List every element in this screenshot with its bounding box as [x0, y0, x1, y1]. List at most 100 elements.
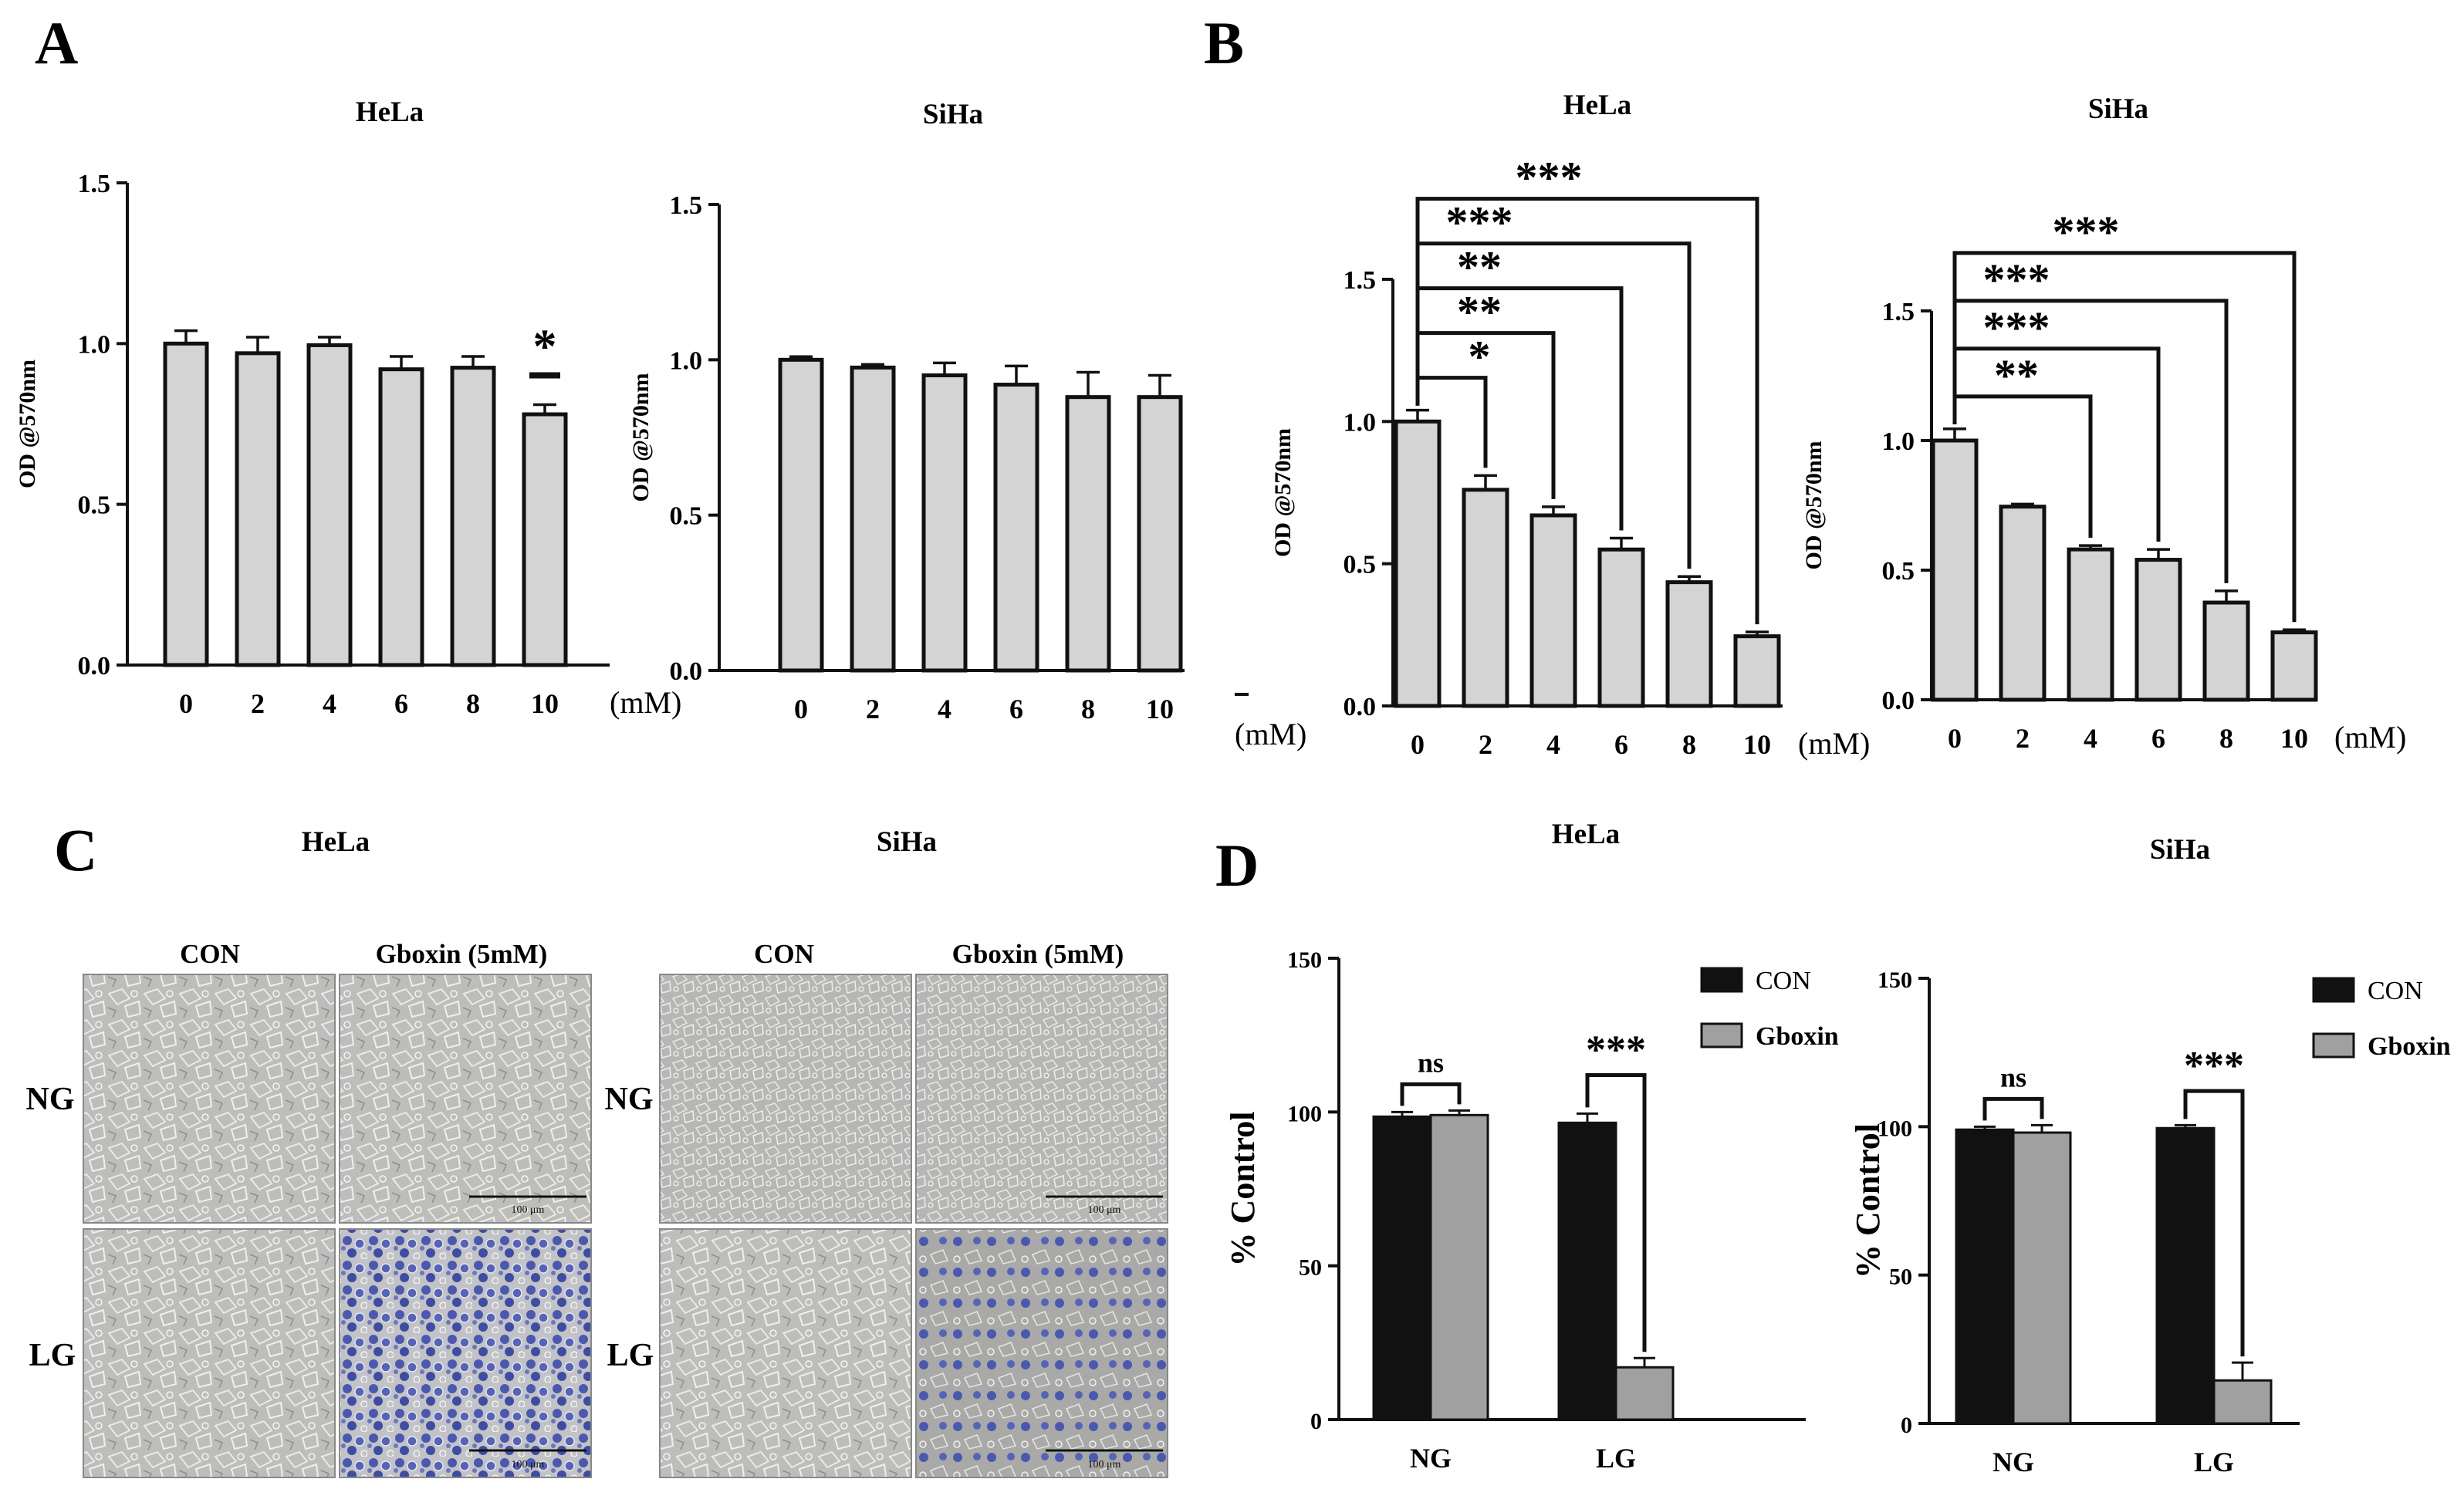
bar	[2270, 630, 2318, 702]
bar	[1614, 1366, 1675, 1421]
bar	[2134, 558, 2182, 702]
bar	[850, 365, 896, 673]
x-tick-label: 6	[2151, 723, 2165, 754]
x-tick-label: 10	[531, 688, 559, 719]
y-tick-label: 1.0	[78, 330, 111, 359]
comparison-bracket	[1400, 1082, 1462, 1106]
stray-x-unit-label: (mM)	[1235, 717, 1306, 751]
legend-label: Gboxin	[2368, 1032, 2451, 1061]
comparison-bracket	[2183, 1089, 2245, 1357]
y-tick-label: 1.5	[1882, 298, 1915, 326]
y-tick-label: 1.0	[1882, 427, 1915, 456]
bar	[1999, 505, 2047, 702]
bar	[306, 343, 353, 667]
y-tick-label: 0.0	[670, 657, 703, 686]
x-tick-label: 2	[866, 694, 880, 724]
x-tick-label: 10	[2280, 723, 2308, 754]
chart-title: HeLa	[1563, 89, 1631, 121]
y-tick-label: 0.5	[1882, 557, 1915, 586]
y-tick-label: 1.0	[670, 346, 703, 375]
x-tick-label: 8	[2219, 723, 2233, 754]
bar	[1372, 1115, 1432, 1421]
significance-label: ***	[1586, 1028, 1646, 1072]
bar	[778, 357, 824, 673]
panel-letter-b: B	[1204, 9, 1244, 76]
significance-label: ***	[2184, 1044, 2244, 1088]
y-tick-label: 0.5	[78, 491, 111, 520]
legend-label: Gboxin	[1756, 1022, 1839, 1051]
x-tick-label: 0	[794, 694, 808, 724]
x-tick-label: 2	[1479, 729, 1492, 760]
panel-letter-a: A	[35, 9, 78, 76]
bar	[1557, 1121, 1617, 1421]
scale-bar-label: 100 μm	[1088, 1204, 1121, 1216]
x-tick-label: 2	[2016, 723, 2030, 754]
legend-swatch	[1700, 1022, 1743, 1048]
micrograph-panel-hela: HeLa CON Gboxin (5mM) NG LG 100 μm 100 μ…	[26, 826, 592, 1478]
x-tick-label: 10	[1146, 694, 1174, 724]
comparison-bracket	[1952, 251, 2297, 623]
legend-swatch	[1700, 967, 1743, 993]
significance-label: ns	[1418, 1047, 1444, 1078]
x-tick-label: 8	[466, 688, 480, 719]
comparison-bracket	[1952, 346, 2161, 542]
bar	[993, 383, 1039, 673]
scale-bar-label: 100 μm	[1088, 1459, 1121, 1471]
bar	[2212, 1379, 2273, 1425]
micro-row-lg-hela: LG	[29, 1338, 76, 1373]
micro-title-siha: SiHa	[877, 826, 937, 858]
x-tick-label: 8	[1081, 694, 1095, 724]
chart-title: HeLa	[356, 96, 424, 128]
micro-title-hela: HeLa	[302, 826, 370, 858]
significance-label: *	[533, 321, 557, 373]
micrograph-siha-lg-con	[659, 1228, 912, 1478]
x-unit-label: (mM)	[610, 685, 681, 720]
micro-col-con-hela: CON	[180, 939, 240, 969]
micro-col-con-siha: CON	[754, 939, 814, 969]
legend-swatch	[2312, 1032, 2355, 1059]
bar	[1733, 634, 1781, 708]
x-tick-label: 6	[394, 688, 408, 719]
y-axis-label: % Control	[1849, 1123, 1887, 1278]
scale-bar-label: 100 μm	[512, 1204, 545, 1216]
y-tick-label: 0	[1310, 1409, 1322, 1434]
bar	[921, 373, 968, 673]
scale-bar-label: 100 μm	[512, 1459, 545, 1471]
x-tick-label: LG	[2194, 1447, 2234, 1477]
micrograph-hela-lg-gboxin	[339, 1228, 592, 1478]
x-unit-label: (mM)	[1798, 726, 1870, 761]
y-tick-label: 1.5	[1344, 266, 1377, 295]
panel-letter-d: D	[1215, 832, 1259, 899]
chart-a-siha: SiHa 0.0 0.5 1.0 1.5 OD @570nm 0 2 4 6 8 10	[628, 99, 1185, 724]
bar	[378, 367, 424, 667]
micro-col-gboxin-hela: Gboxin (5mM)	[376, 939, 548, 969]
x-tick-label: 8	[1682, 729, 1696, 760]
significance-label: ***	[1983, 255, 2050, 305]
micrograph-siha-ng-gboxin	[915, 974, 1168, 1224]
legend-swatch	[2312, 977, 2355, 1003]
x-tick-label: 0	[1948, 723, 1962, 754]
significance-label: ns	[2000, 1062, 2026, 1092]
legend-label: CON	[1756, 967, 1811, 995]
x-tick-label: 6	[1009, 694, 1023, 724]
comparison-bracket	[1415, 197, 1759, 625]
chart-a-hela: HeLa 0.0 0.5 1.0 1.5 OD @570nm 0 2 4 6 8 10 (mM) *	[15, 96, 681, 720]
chart-title: SiHa	[923, 99, 983, 130]
bar	[1665, 580, 1713, 708]
y-axis-label: OD @570nm	[15, 360, 40, 488]
bar	[2012, 1131, 2072, 1425]
legend-label: CON	[2368, 977, 2423, 1005]
bar	[1462, 488, 1509, 708]
x-tick-label: NG	[1992, 1447, 2034, 1477]
bar	[163, 341, 209, 667]
bar	[522, 412, 568, 667]
significance-label: **	[1994, 350, 2039, 400]
chart-title: HeLa	[1552, 819, 1620, 850]
micrograph-panel-siha: SiHa CON Gboxin (5mM) NG LG 100 μm 100 μ…	[605, 826, 1168, 1478]
y-tick-label: 150	[1878, 967, 1912, 993]
micrograph-hela-lg-con	[83, 1228, 336, 1478]
significance-label: *	[1469, 332, 1491, 382]
significance-label: **	[1457, 242, 1502, 292]
x-tick-label: 6	[1614, 729, 1628, 760]
